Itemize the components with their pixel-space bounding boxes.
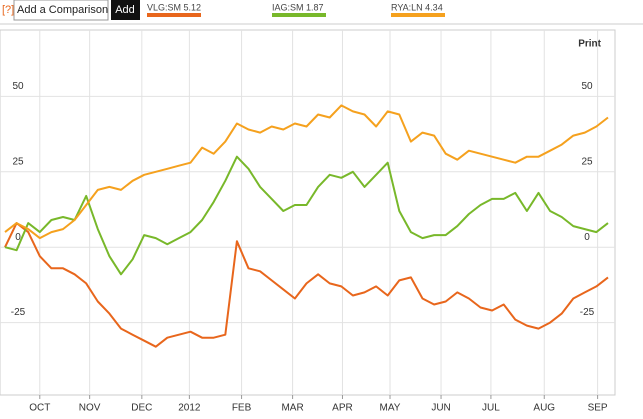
y-tick-label: 50 [12, 81, 24, 92]
x-tick-label: OCT [29, 403, 50, 414]
y-tick-label: 25 [12, 156, 24, 167]
input-text: Add a Comparison [17, 4, 108, 16]
series-line [4, 104, 609, 240]
x-tick-label: FEB [232, 403, 252, 414]
x-tick-label: MAY [380, 403, 401, 414]
y-tick-label-right: -25 [580, 307, 595, 318]
help-icon[interactable]: [?] [2, 4, 14, 16]
legend-label: RYA:LN 4.34 [391, 2, 443, 12]
x-tick-label: 2012 [178, 403, 201, 414]
x-tick-label: NOV [79, 403, 101, 414]
legend-label: IAG:SM 1.87 [272, 2, 324, 12]
legend-label: VLG:SM 5.12 [147, 2, 201, 12]
x-tick-label: APR [332, 403, 353, 414]
y-tick-label-right: 0 [584, 232, 590, 243]
legend-swatch [391, 13, 445, 17]
add-button[interactable] [111, 0, 140, 20]
print-link[interactable]: Print [578, 39, 601, 50]
y-tick-label: 0 [15, 232, 21, 243]
x-tick-label: JUN [431, 403, 450, 414]
y-tick-label-right: 25 [581, 156, 593, 167]
series-line [4, 222, 609, 348]
legend-swatch [272, 13, 326, 17]
legend-swatch [147, 13, 201, 17]
x-tick-label: JUL [482, 403, 500, 414]
x-tick-label: DEC [131, 403, 152, 414]
x-tick-label: MAR [281, 403, 303, 414]
series-line [4, 155, 609, 276]
comparison-input[interactable] [13, 0, 109, 21]
add-button-label: Add [115, 4, 135, 16]
x-tick-label: AUG [533, 403, 555, 414]
y-tick-label: -25 [11, 307, 26, 318]
plot-border [0, 29, 616, 396]
x-tick-label: SEP [588, 403, 608, 414]
y-tick-label-right: 50 [581, 81, 593, 92]
